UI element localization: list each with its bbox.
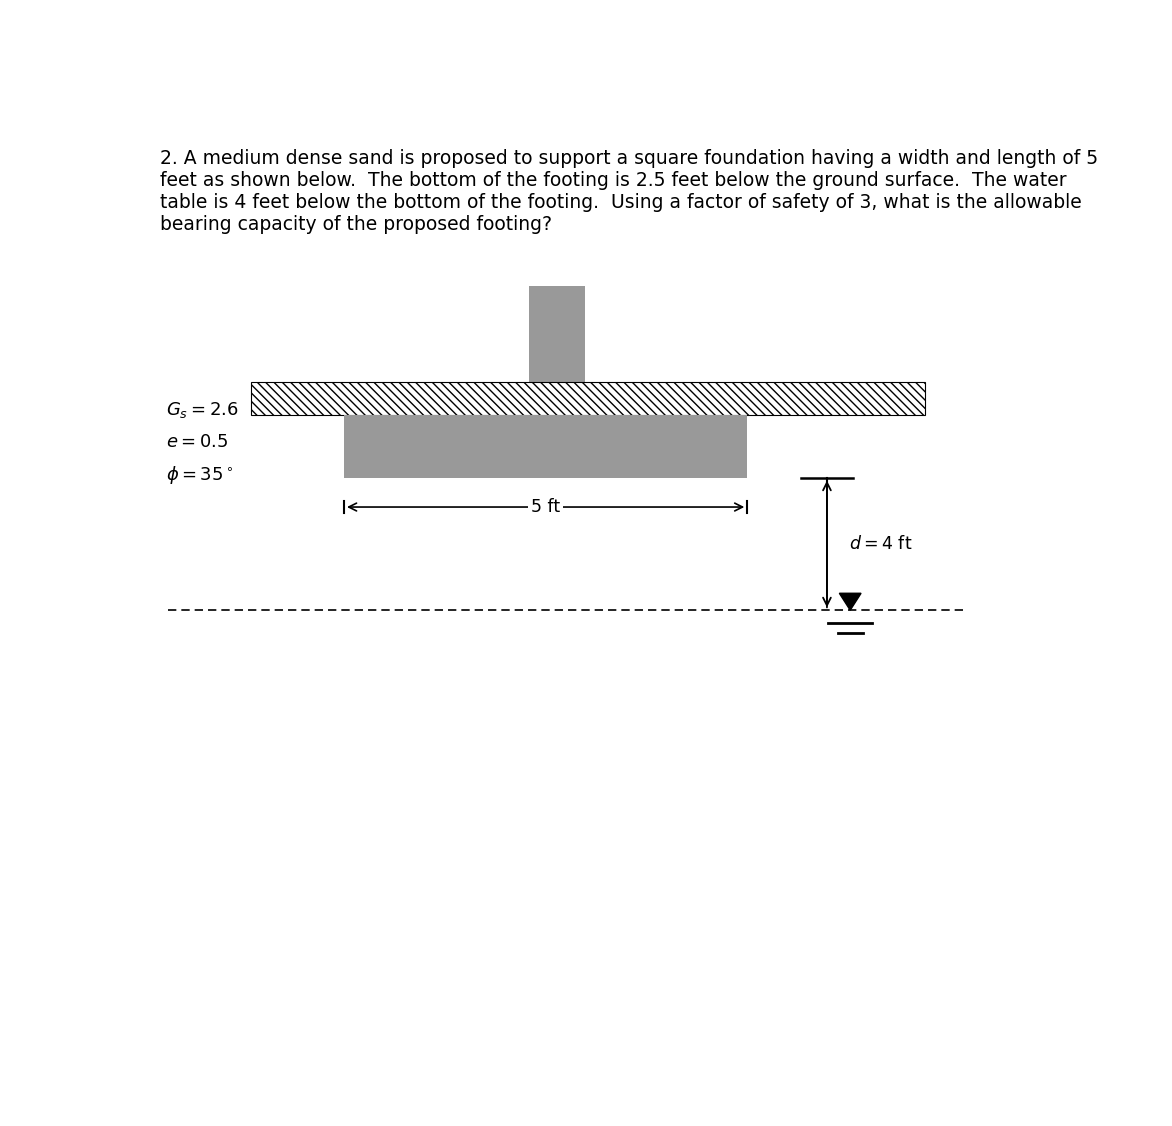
Text: 2. A medium dense sand is proposed to support a square foundation having a width: 2. A medium dense sand is proposed to su… [161, 149, 1098, 234]
Bar [251, 383, 926, 414]
Bar [530, 446, 585, 477]
Bar [530, 286, 585, 383]
Text: $\phi = 35^\circ$: $\phi = 35^\circ$ [166, 464, 233, 485]
Text: $d = 4$ ft: $d = 4$ ft [849, 535, 912, 553]
Text: $e = 0.5$: $e = 0.5$ [166, 434, 229, 452]
Text: 5 ft: 5 ft [531, 498, 560, 516]
Polygon shape [839, 593, 861, 610]
Text: $G_s = 2.6$: $G_s = 2.6$ [166, 400, 238, 420]
Bar [345, 414, 747, 477]
